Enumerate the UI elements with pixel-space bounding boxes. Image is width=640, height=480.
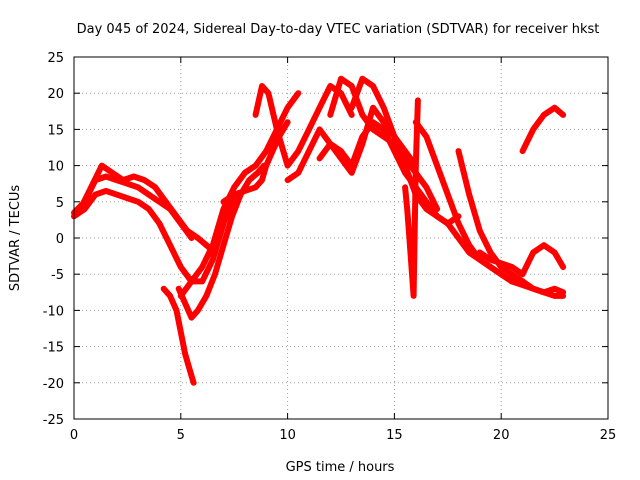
x-tick-label: 0 (70, 428, 78, 443)
trace-sat-m (402, 97, 421, 299)
trace-sat-k (327, 75, 441, 212)
trace-sat-d (160, 285, 197, 386)
trace-sat-e (175, 162, 268, 321)
x-tick-label: 10 (279, 428, 296, 443)
y-tick-label: 15 (47, 123, 64, 138)
trace-sat-g (220, 119, 291, 205)
y-tick-label: -25 (43, 413, 64, 428)
trace-sat-a (71, 187, 238, 285)
x-tick-label: 5 (177, 428, 185, 443)
trace-sat-h (252, 83, 355, 169)
y-tick-label: 25 (47, 51, 64, 66)
data-traces (71, 75, 567, 386)
y-tick-label: -10 (43, 304, 64, 319)
trace-sat-r (508, 278, 567, 296)
y-tick-label: 20 (47, 87, 64, 102)
trace-sat-q (519, 104, 567, 155)
x-axis-label: GPS time / hours (286, 460, 395, 475)
trace-sat-c (77, 162, 218, 256)
y-tick-label: -15 (43, 341, 64, 356)
x-tick-label: 25 (600, 428, 617, 443)
trace-sat-p (476, 242, 567, 278)
x-tick-label: 20 (493, 428, 510, 443)
grid (74, 57, 608, 419)
x-tick-label: 15 (386, 428, 403, 443)
trace-sat-n (412, 119, 526, 285)
chart-title: Day 045 of 2024, Sidereal Day-to-day VTE… (77, 22, 600, 37)
y-tick-label: -5 (51, 268, 64, 283)
y-tick-label: 5 (56, 196, 64, 211)
y-tick-label: 0 (56, 232, 64, 247)
ticks: 0 5 10 15 20 25 -25 -20 -15 -10 -5 0 5 10 15 20 25 (43, 51, 617, 443)
y-tick-label: 10 (47, 160, 64, 175)
y-tick-label: -20 (43, 377, 64, 392)
y-axis-label: SDTVAR / TECUs (8, 185, 23, 292)
